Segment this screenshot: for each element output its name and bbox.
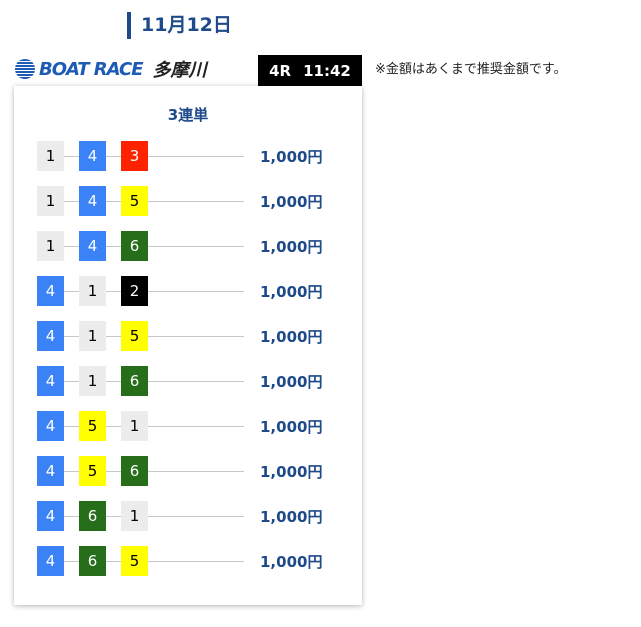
bet-row: 4 1 2 1,000円 [37, 276, 357, 306]
bet-amount: 1,000円 [260, 463, 323, 481]
bet-amount: 1,000円 [260, 373, 323, 391]
boat-number-3: 5 [121, 321, 148, 351]
boat-number-1: 4 [37, 456, 64, 486]
bet-row: 4 1 6 1,000円 [37, 366, 357, 396]
logo-icon [15, 59, 35, 79]
bet-row: 4 6 1 1,000円 [37, 501, 357, 531]
bet-row: 4 1 5 1,000円 [37, 321, 357, 351]
boat-number-1: 4 [37, 321, 64, 351]
boat-number-2: 4 [79, 141, 106, 171]
boat-number-2: 5 [79, 456, 106, 486]
boat-number-2: 4 [79, 231, 106, 261]
bet-row: 4 6 5 1,000円 [37, 546, 357, 576]
boat-number-2: 4 [79, 186, 106, 216]
bet-row: 4 5 6 1,000円 [37, 456, 357, 486]
bet-card: 3連単 1 4 3 1,000円 1 4 5 1,000円 1 4 6 1,000円 4 1 2 1,000円… [14, 86, 362, 605]
boat-number-3: 1 [121, 411, 148, 441]
race-time: 11:42 [303, 61, 351, 80]
boat-number-2: 1 [79, 276, 106, 306]
boat-number-2: 1 [79, 321, 106, 351]
bet-row: 1 4 3 1,000円 [37, 141, 357, 171]
boat-number-3: 5 [121, 186, 148, 216]
bet-row: 1 4 5 1,000円 [37, 186, 357, 216]
bet-amount: 1,000円 [260, 148, 323, 166]
boat-number-1: 1 [37, 231, 64, 261]
race-number: 4R [269, 61, 292, 80]
boat-number-2: 6 [79, 501, 106, 531]
boat-number-1: 1 [37, 186, 64, 216]
boat-number-3: 2 [121, 276, 148, 306]
amount-note: ※金額はあくまで推奨金額です。 [375, 62, 567, 77]
boat-number-3: 6 [121, 231, 148, 261]
boat-number-3: 5 [121, 546, 148, 576]
boat-number-1: 4 [37, 411, 64, 441]
boat-number-1: 4 [37, 546, 64, 576]
bet-row: 1 4 6 1,000円 [37, 231, 357, 261]
race-date: 11月12日 [127, 12, 232, 39]
bet-amount: 1,000円 [260, 238, 323, 256]
bet-amount: 1,000円 [260, 508, 323, 526]
boat-number-1: 4 [37, 501, 64, 531]
boatrace-logo: BOAT RACE 多摩川 [15, 56, 207, 82]
logo-text: BOAT RACE [39, 58, 144, 80]
boat-number-3: 6 [121, 456, 148, 486]
boat-number-2: 5 [79, 411, 106, 441]
boat-number-3: 3 [121, 141, 148, 171]
bet-row: 4 5 1 1,000円 [37, 411, 357, 441]
bet-amount: 1,000円 [260, 193, 323, 211]
boat-number-1: 1 [37, 141, 64, 171]
boat-number-3: 1 [121, 501, 148, 531]
boat-number-3: 6 [121, 366, 148, 396]
boat-number-2: 1 [79, 366, 106, 396]
race-info: 4R 11:42 [258, 55, 362, 86]
boat-number-2: 6 [79, 546, 106, 576]
bet-type-title: 3連単 [167, 106, 209, 124]
venue-name: 多摩川 [152, 60, 207, 81]
boat-number-1: 4 [37, 276, 64, 306]
bet-amount: 1,000円 [260, 328, 323, 346]
bet-amount: 1,000円 [260, 553, 323, 571]
boat-number-1: 4 [37, 366, 64, 396]
bet-amount: 1,000円 [260, 283, 323, 301]
bet-amount: 1,000円 [260, 418, 323, 436]
